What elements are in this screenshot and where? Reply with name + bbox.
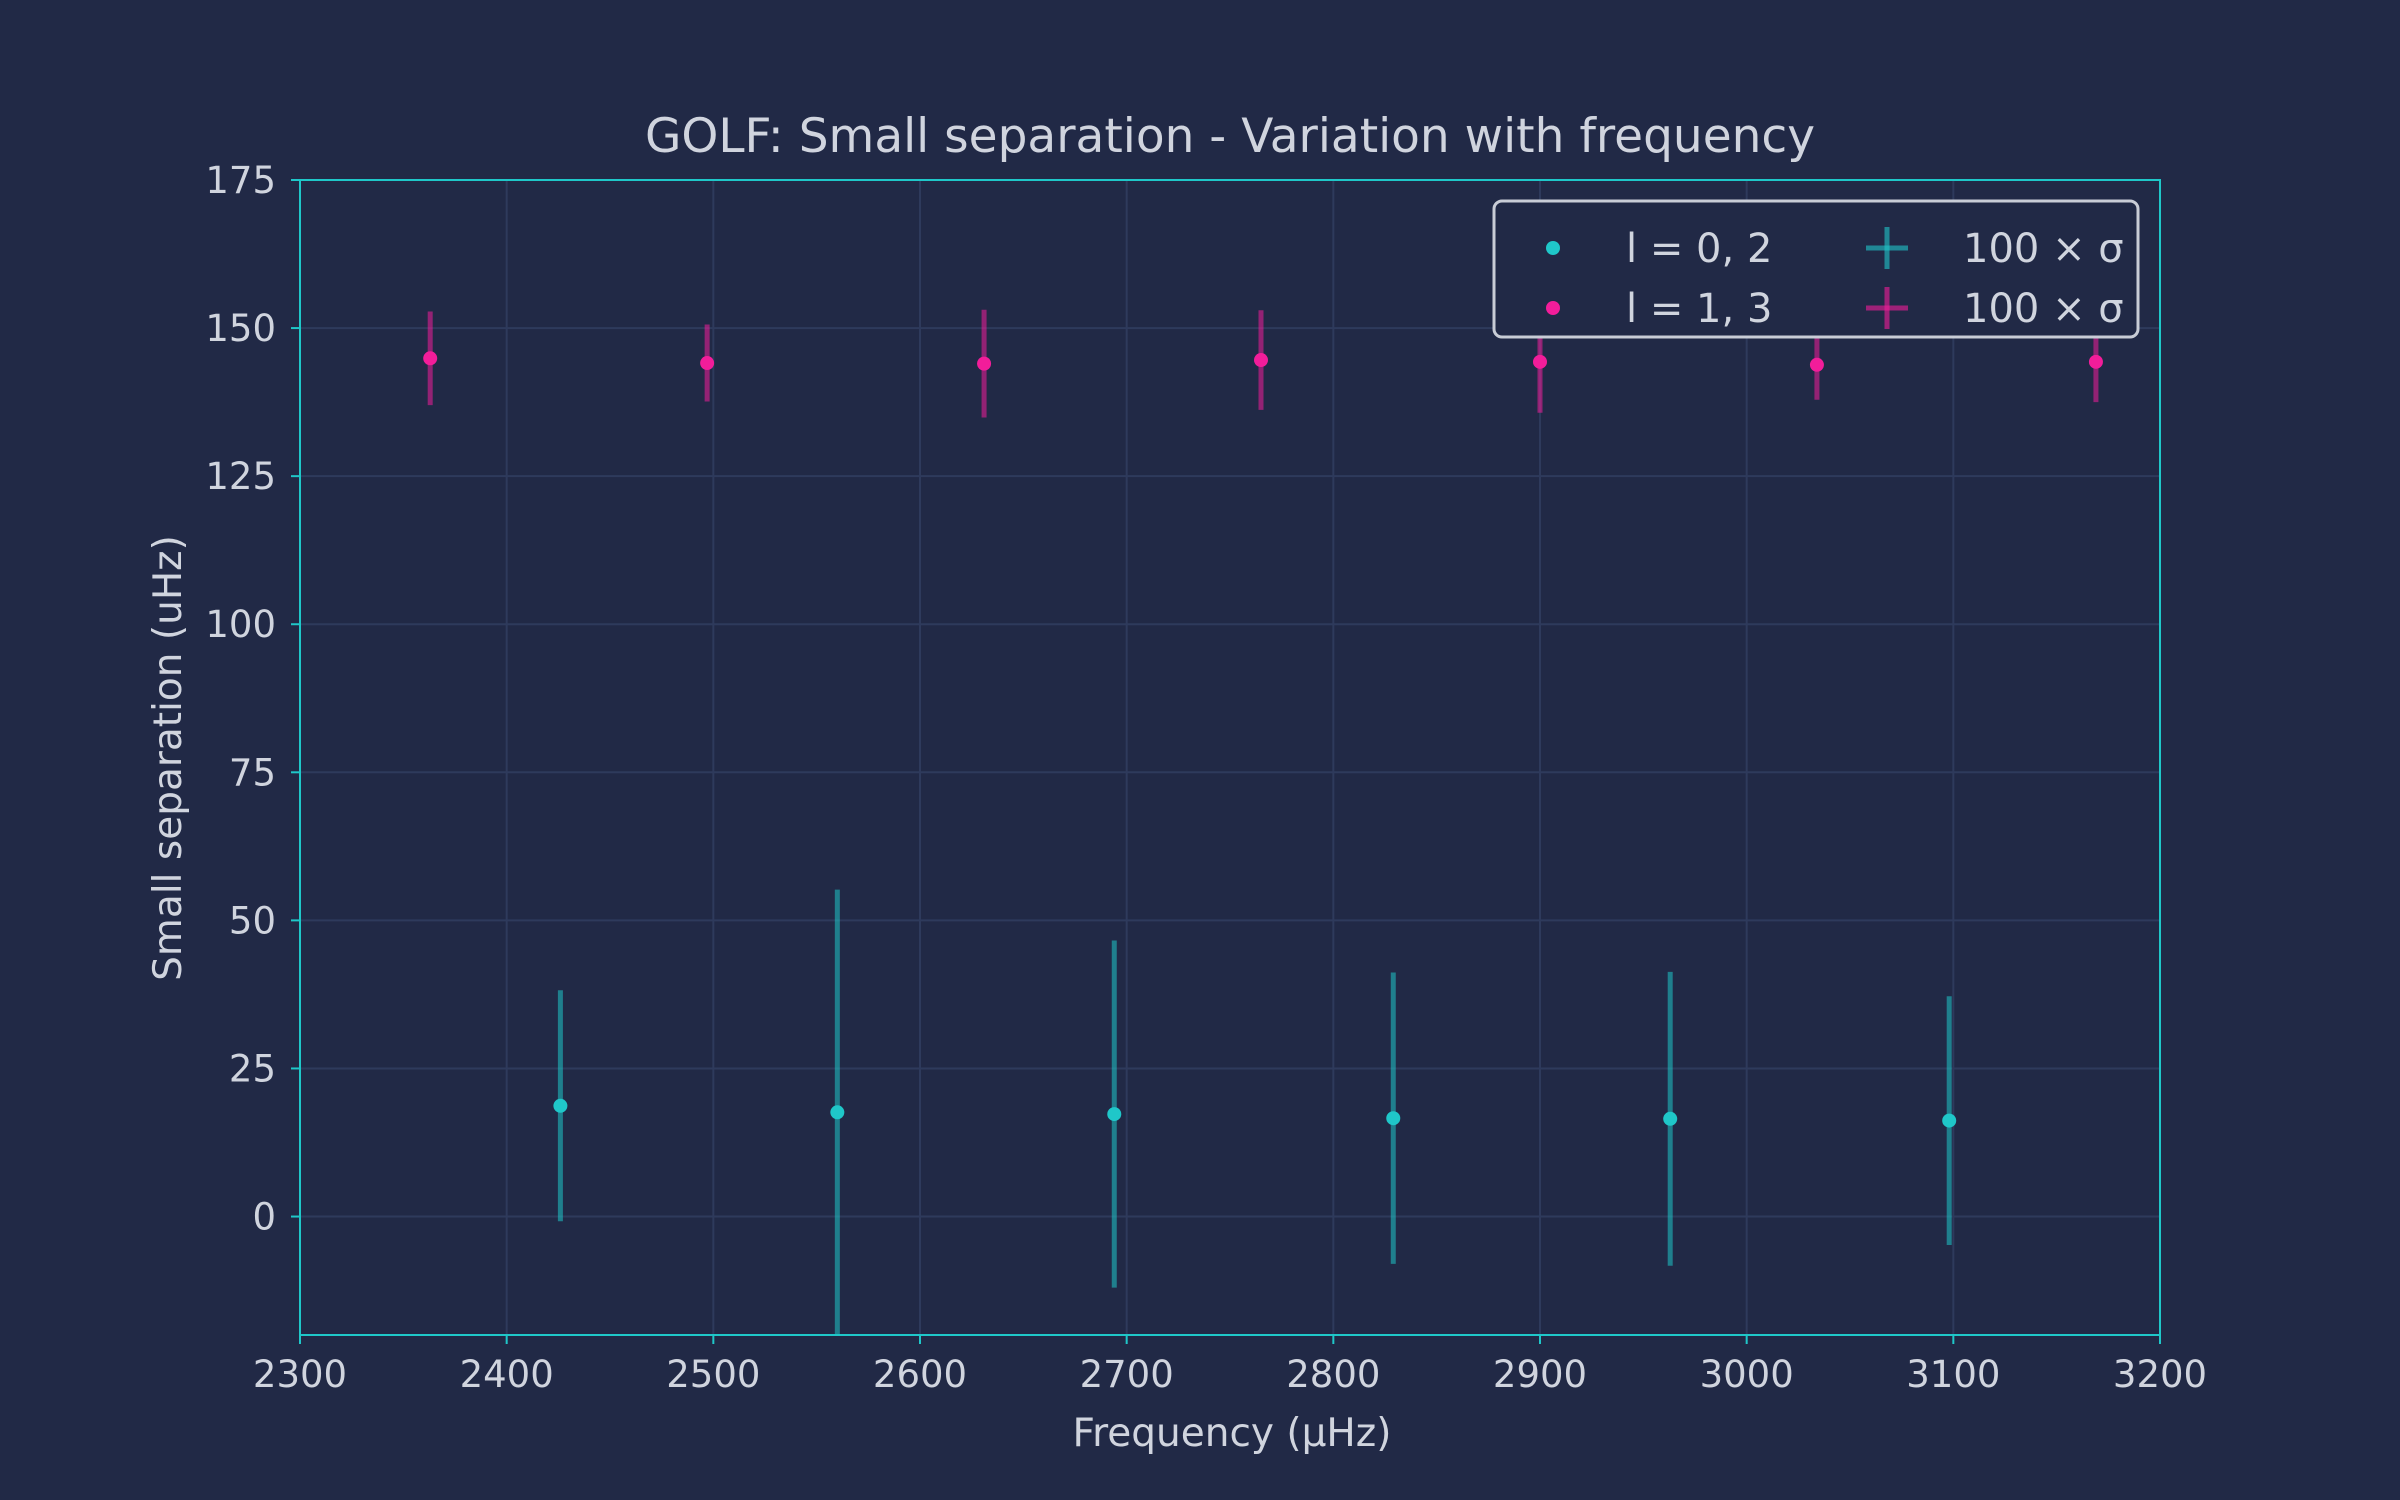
chart-title: GOLF: Small separation - Variation with … — [645, 109, 1815, 164]
data-point — [1942, 1113, 1957, 1128]
y-tick-label: 25 — [229, 1047, 276, 1090]
data-points — [423, 351, 2103, 1128]
x-tick-label: 2500 — [666, 1353, 760, 1396]
legend-box — [1492, 199, 2140, 339]
data-point — [2088, 354, 2103, 369]
x-tick-label: 2400 — [460, 1353, 554, 1396]
x-tick-label: 3200 — [2113, 1353, 2207, 1396]
data-point — [423, 351, 438, 366]
data-point — [977, 356, 992, 371]
plot-frame — [299, 179, 2161, 1336]
x-tick-label: 2600 — [873, 1353, 967, 1396]
data-point — [1386, 1111, 1401, 1126]
x-tick-label: 2700 — [1080, 1353, 1174, 1396]
legend-label: l = 1, 3 — [1626, 286, 1772, 332]
y-axis-label: Small separation (uHz) — [146, 535, 191, 981]
x-axis-label: Frequency (μHz) — [1073, 1411, 1392, 1456]
y-tick-label: 50 — [229, 899, 276, 942]
x-axis-ticks: 2300 2400 2500 2600 2700 2800 2900 3000 3100 3200 — [253, 1335, 2207, 1396]
data-point — [1533, 354, 1547, 369]
y-tick-label: 150 — [205, 307, 276, 350]
x-tick-label: 2900 — [1493, 1353, 1587, 1396]
data-point — [1107, 1107, 1122, 1122]
data-point — [1254, 353, 1268, 368]
legend-label: l = 0, 2 — [1626, 226, 1772, 272]
data-point — [830, 1105, 845, 1120]
legend-marker — [1546, 301, 1560, 315]
data-point — [1809, 357, 1824, 372]
y-tick-label: 75 — [229, 751, 276, 794]
x-tick-label: 2800 — [1286, 1353, 1380, 1396]
x-tick-label: 3100 — [1906, 1353, 2000, 1396]
data-point — [553, 1098, 568, 1113]
y-tick-label: 0 — [252, 1196, 276, 1239]
y-tick-label: 175 — [205, 159, 276, 202]
x-tick-label: 2300 — [253, 1353, 347, 1396]
y-tick-label: 100 — [205, 603, 276, 646]
legend-label: 100 × σ — [1963, 226, 2124, 272]
y-axis-ticks: 0 25 50 75 100 125 150 175 — [205, 159, 300, 1239]
data-point — [700, 356, 715, 371]
x-tick-label: 3000 — [1700, 1353, 1794, 1396]
legend-marker — [1546, 241, 1560, 255]
legend: l = 0, 2 l = 1, 3 100 × σ 100 × σ — [1492, 199, 2140, 339]
data-point — [1663, 1111, 1678, 1126]
legend-label: 100 × σ — [1963, 286, 2124, 332]
y-tick-label: 125 — [205, 455, 276, 498]
